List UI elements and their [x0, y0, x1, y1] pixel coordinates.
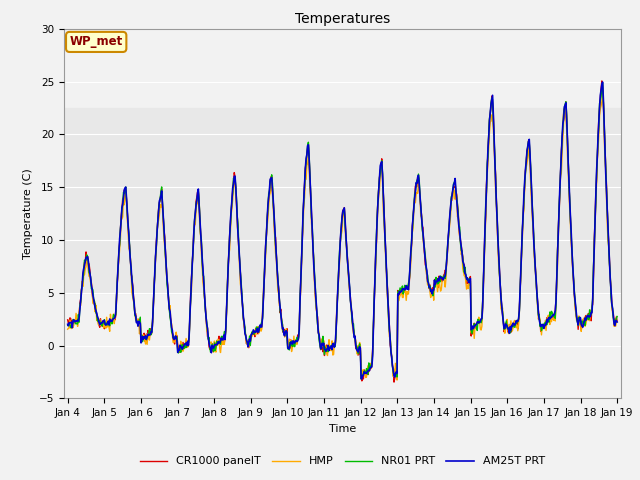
CR1000 panelT [186, 314, 194, 320]
Legend: CR1000 panelT, HMP, NR01 PRT, AM25T PRT: CR1000 panelT, HMP, NR01 PRT, AM25T PRT [135, 452, 550, 471]
Line: NR01 PRT: NR01 PRT [68, 83, 617, 379]
HMP [74, 324, 81, 329]
Line: CR1000 panelT: CR1000 panelT [68, 81, 617, 382]
AM25T PRT [358, 376, 365, 382]
CR1000 panelT [613, 318, 621, 324]
CR1000 panelT [64, 317, 72, 323]
Text: WP_met: WP_met [70, 36, 123, 48]
NR01 PRT [186, 309, 194, 315]
Title: Temperatures: Temperatures [295, 12, 390, 26]
AM25T PRT [64, 322, 72, 327]
HMP [131, 302, 138, 308]
Line: AM25T PRT: AM25T PRT [68, 82, 617, 379]
NR01 PRT [215, 338, 223, 344]
AM25T PRT [131, 300, 138, 306]
HMP [215, 337, 223, 343]
NR01 PRT [131, 302, 138, 308]
NR01 PRT [410, 205, 418, 211]
NR01 PRT [74, 321, 81, 327]
HMP [393, 377, 401, 383]
HMP [410, 206, 418, 212]
CR1000 panelT [426, 282, 434, 288]
AM25T PRT [599, 79, 607, 85]
X-axis label: Time: Time [329, 424, 356, 433]
AM25T PRT [613, 319, 621, 325]
NR01 PRT [426, 283, 434, 288]
Bar [64, 108, 621, 293]
NR01 PRT [599, 80, 607, 86]
CR1000 panelT [131, 302, 138, 308]
AM25T PRT [426, 284, 434, 290]
HMP [599, 92, 607, 97]
AM25T PRT [410, 204, 418, 210]
AM25T PRT [186, 312, 194, 317]
HMP [64, 326, 72, 332]
Y-axis label: Temperature (C): Temperature (C) [23, 168, 33, 259]
AM25T PRT [74, 317, 81, 323]
HMP [426, 288, 434, 294]
CR1000 panelT [215, 334, 223, 339]
CR1000 panelT [598, 78, 605, 84]
CR1000 panelT [390, 379, 398, 385]
AM25T PRT [215, 340, 223, 346]
HMP [613, 319, 621, 324]
NR01 PRT [64, 323, 72, 328]
NR01 PRT [357, 376, 365, 382]
NR01 PRT [613, 313, 621, 319]
HMP [186, 313, 194, 319]
CR1000 panelT [74, 318, 81, 324]
CR1000 panelT [410, 204, 418, 210]
Line: HMP: HMP [68, 95, 617, 380]
